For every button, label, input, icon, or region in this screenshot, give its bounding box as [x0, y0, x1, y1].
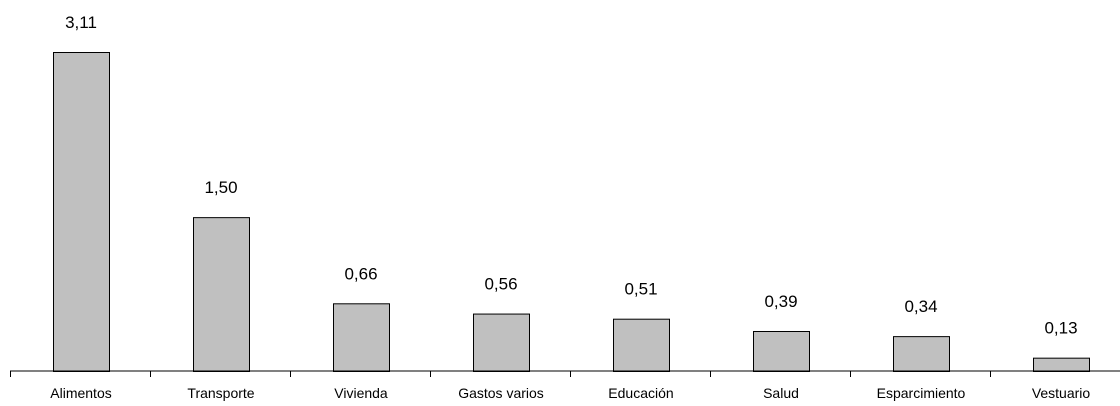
category-label: Salud [763, 385, 799, 401]
category-label: Esparcimiento [877, 385, 966, 401]
bar-alimentos [53, 52, 110, 372]
bar-vestuario [1033, 357, 1090, 372]
category-label: Transporte [187, 385, 254, 401]
x-tick-labels-layer: Alimentos Transporte Vivienda Gastos varios… [50, 385, 1090, 401]
value-label: 0,39 [764, 292, 797, 311]
bars-layer [53, 52, 1090, 373]
value-label: 0,51 [624, 280, 657, 299]
category-label: Vivienda [334, 385, 388, 401]
value-labels-layer: 3,11 1,50 0,66 0,56 0,51 0,39 0,34 0,13 [65, 13, 1077, 338]
category-label: Vestuario [1032, 385, 1091, 401]
bar-educación [613, 318, 670, 373]
value-label: 0,66 [344, 264, 377, 283]
value-label: 0,56 [484, 275, 517, 294]
value-label: 1,50 [204, 178, 237, 197]
bar-vivienda [333, 303, 390, 372]
value-label: 0,34 [904, 297, 937, 316]
bar-gastos-varios [473, 313, 530, 372]
value-label: 0,13 [1044, 319, 1077, 338]
category-label: Alimentos [50, 385, 111, 401]
value-label: 3,11 [65, 13, 97, 32]
bar-salud [753, 330, 810, 373]
bar-transporte [193, 217, 250, 372]
bar-esparcimiento [893, 336, 950, 372]
category-label: Gastos varios [458, 385, 544, 401]
category-label: Educación [608, 385, 673, 401]
x-axis [10, 370, 1120, 377]
